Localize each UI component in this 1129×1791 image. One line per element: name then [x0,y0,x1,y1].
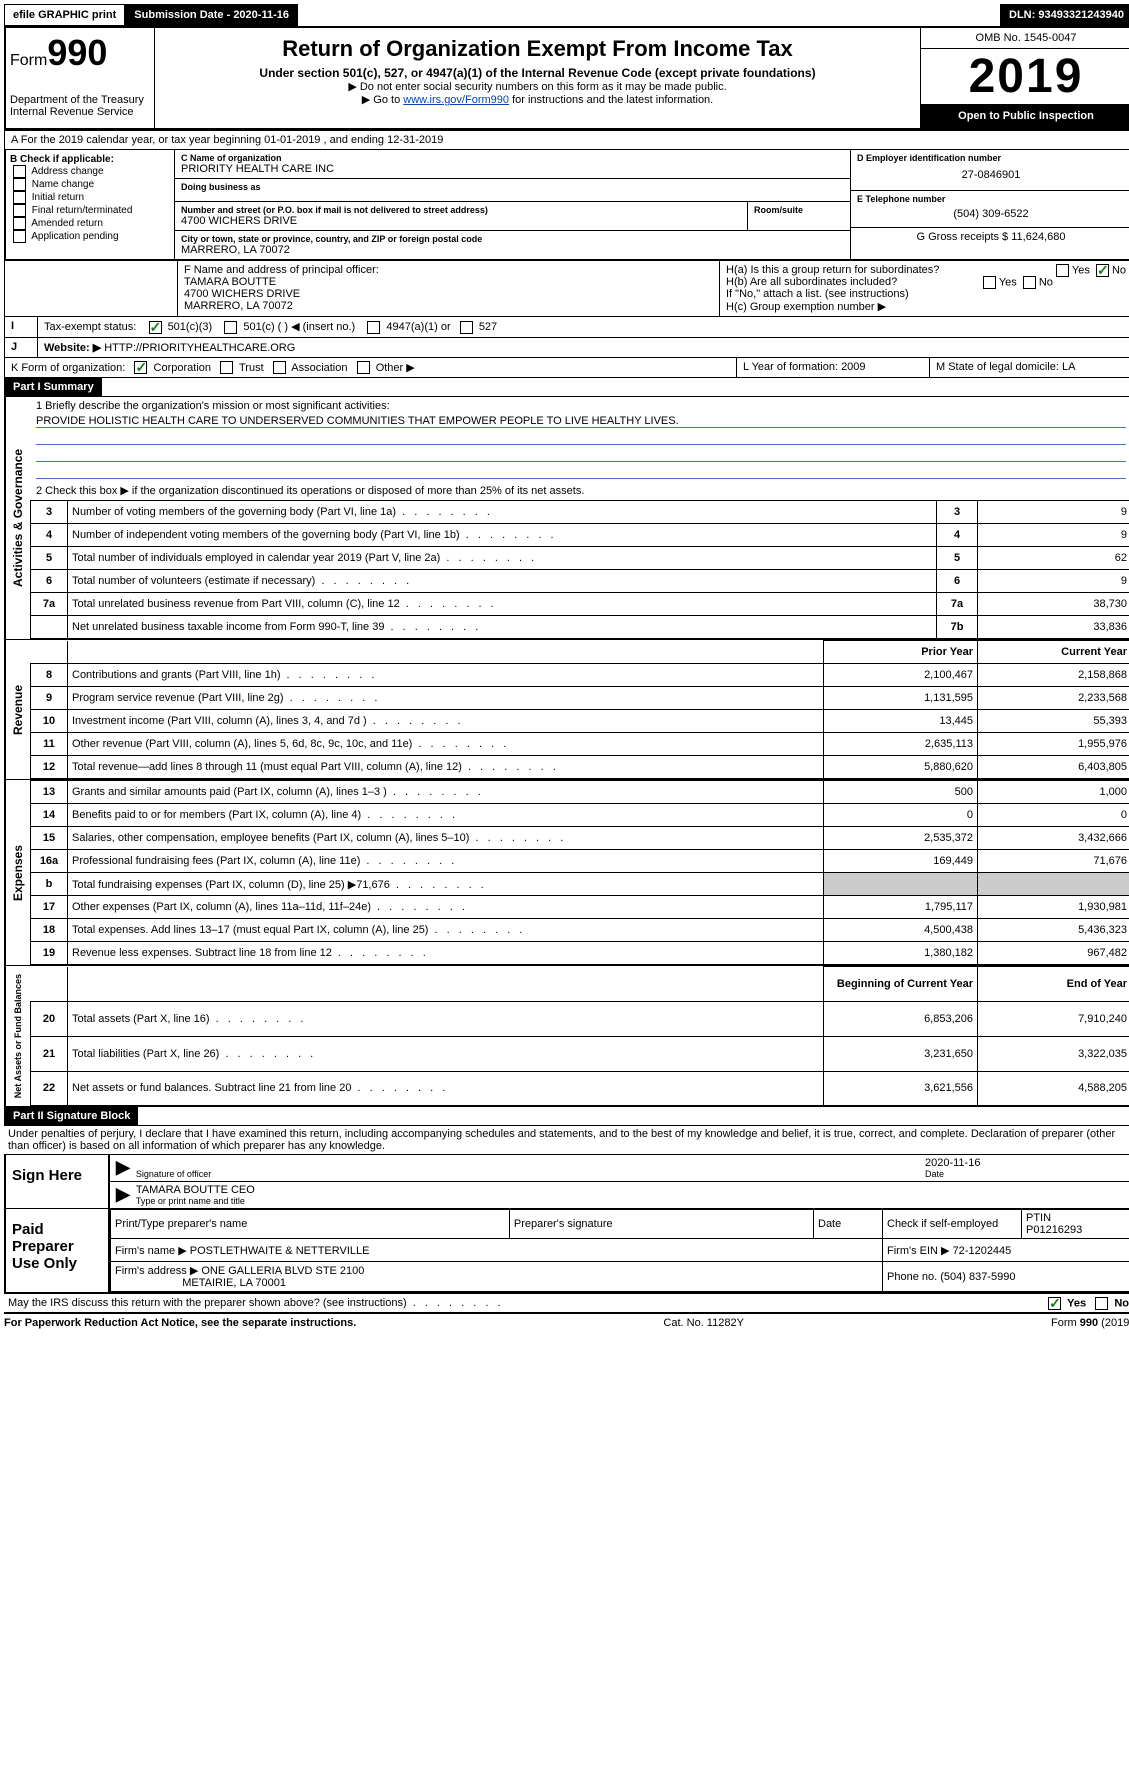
submission-date: Submission Date - 2020-11-16 [125,4,298,26]
officer-name: TAMARA BOUTTE [184,276,713,288]
tax-period: A For the 2019 calendar year, or tax yea… [4,130,1129,149]
phone: (504) 309-6522 [857,204,1125,224]
form-header: Form990 Department of the Treasury Inter… [4,28,1129,130]
part1-header: Part I Summary [5,378,102,396]
gross-receipts: 11,624,680 [1011,231,1065,243]
instructions-link-row: ▶ Go to www.irs.gov/Form990 for instruct… [163,93,912,106]
part1-governance: Activities & Governance 1 Briefly descri… [4,397,1129,640]
tax-exempt-row: I Tax-exempt status: 501(c)(3) 501(c) ( … [4,317,1129,338]
city-state-zip: MARRERO, LA 70072 [181,244,844,256]
firm-phone: (504) 837-5990 [940,1271,1015,1283]
page-footer: For Paperwork Reduction Act Notice, see … [4,1314,1129,1332]
part1-revenue: Revenue Prior YearCurrent Year8Contribut… [4,640,1129,780]
ptin: P01216293 [1026,1224,1082,1236]
firm-name: POSTLETHWAITE & NETTERVILLE [190,1245,370,1257]
mission-text: PROVIDE HOLISTIC HEALTH CARE TO UNDERSER… [36,415,1126,428]
form-title: Return of Organization Exempt From Incom… [163,36,912,62]
omb-number: OMB No. 1545-0047 [921,28,1129,49]
top-bar: efile GRAPHIC print Submission Date - 20… [4,4,1129,28]
efile-label[interactable]: efile GRAPHIC print [4,4,125,26]
part2-header: Part II Signature Block [5,1107,138,1125]
check-if-applicable: B Check if applicable: Address change Na… [6,150,175,259]
ein: 27-0846901 [857,163,1125,187]
website-url[interactable]: HTTP://PRIORITYHEALTHCARE.ORG [104,342,295,354]
irs-label: Internal Revenue Service [10,106,150,118]
org-name: PRIORITY HEALTH CARE INC [181,163,844,175]
firm-ein: 72-1202445 [953,1245,1012,1257]
ssn-warning: ▶ Do not enter social security numbers o… [163,80,912,93]
tax-year: 2019 [921,49,1129,104]
open-to-public: Open to Public Inspection [921,104,1129,128]
form-subtitle: Under section 501(c), 527, or 4947(a)(1)… [163,66,912,80]
year-formation: 2009 [841,361,865,373]
website-row: J Website: ▶ HTTP://PRIORITYHEALTHCARE.O… [4,338,1129,358]
state-domicile: LA [1062,361,1075,373]
form-number: Form990 [10,32,150,74]
signature-block: Sign Here ▶ Signature of officer 2020-11… [4,1154,1129,1294]
dln-label: DLN: 93493321243940 [1000,4,1129,26]
discuss-row: May the IRS discuss this return with the… [4,1294,1129,1314]
org-form-row: K Form of organization: Corporation Trus… [4,358,1129,379]
dept-treasury: Department of the Treasury [10,94,150,106]
irs-link[interactable]: www.irs.gov/Form990 [403,94,509,106]
street-address: 4700 WICHERS DRIVE [181,215,741,227]
part1-expenses: Expenses 13Grants and similar amounts pa… [4,780,1129,966]
part1-netassets: Net Assets or Fund Balances Beginning of… [4,966,1129,1107]
officer-printed: TAMARA BOUTTE CEO [136,1184,1125,1196]
perjury-declaration: Under penalties of perjury, I declare th… [4,1126,1129,1154]
entity-info: B Check if applicable: Address change Na… [4,149,1129,261]
officer-group-row: F Name and address of principal officer:… [4,261,1129,317]
